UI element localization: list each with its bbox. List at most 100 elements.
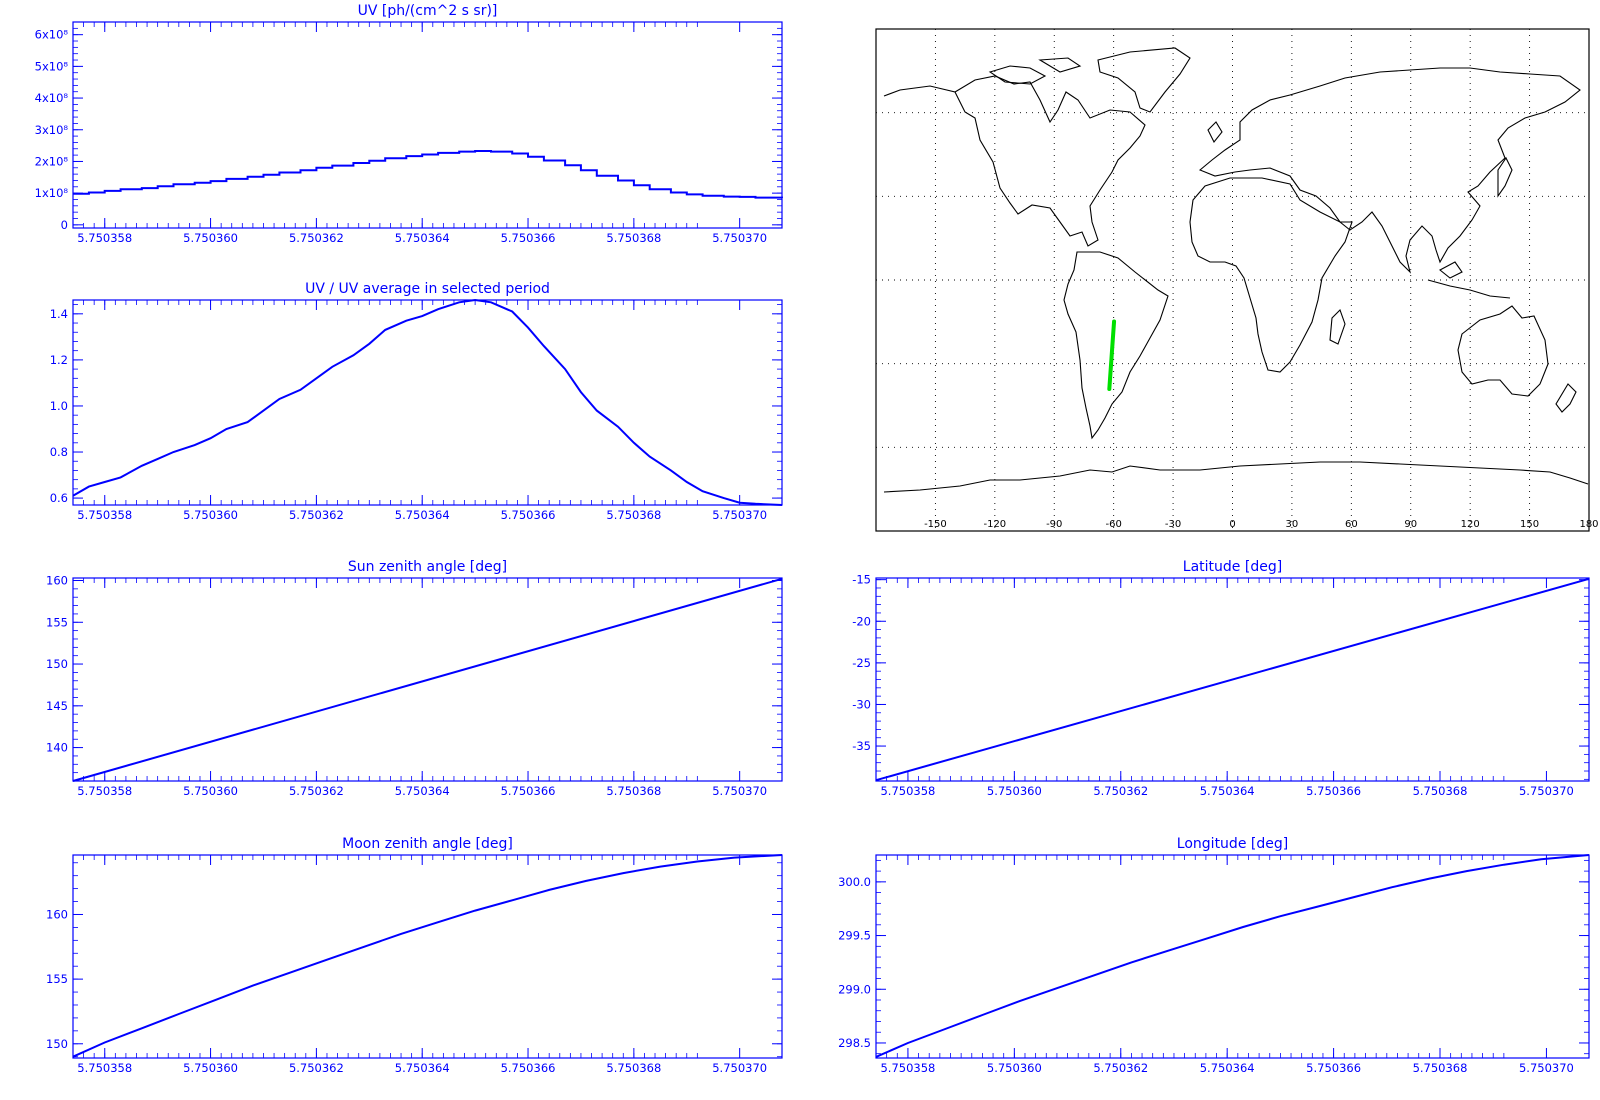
x-tick-label: 5.750370	[712, 508, 767, 522]
map-lon-tick-label: 30	[1286, 519, 1299, 530]
axis-frame-sza	[72, 577, 783, 782]
axis-frame-lon	[875, 854, 1590, 1059]
coast-greenland	[1097, 47, 1191, 113]
x-tick-label: 5.750370	[1519, 1061, 1574, 1075]
y-tick-label: 160	[46, 907, 68, 921]
chart-title-sun-zenith: Sun zenith angle [deg]	[348, 559, 507, 575]
y-tick-label: 299.0	[838, 982, 871, 996]
map-lon-tick-label: 0	[1229, 519, 1235, 530]
x-tick-label: 5.750366	[501, 1061, 556, 1075]
map-lon-tick-label: -60	[1105, 519, 1121, 530]
coast-japan	[1497, 156, 1513, 198]
chart-sun-zenith: Sun zenith angle [deg] 5.750358 5.750360 5…	[46, 559, 783, 798]
y-tick-label: 140	[46, 741, 68, 755]
x-tick-label: 5.750364	[395, 231, 450, 245]
series-line-uvratio	[72, 298, 783, 506]
coast-australia	[1457, 305, 1549, 397]
x-tick-label: 5.750364	[395, 508, 450, 522]
series-line-sza	[72, 577, 783, 782]
map-lon-tick-label: 120	[1461, 519, 1480, 530]
x-tick-label: 5.750368	[606, 1061, 661, 1075]
x-tick-label: 5.750362	[289, 1061, 344, 1075]
map-lon-tick-label: -30	[1165, 519, 1181, 530]
map-coastlines	[883, 47, 1589, 493]
coast-arctic-islands	[988, 57, 1082, 85]
map-lon-tick-label: 60	[1345, 519, 1358, 530]
y-tick-label: 150	[46, 1037, 68, 1051]
y-tick-label: 298.5	[838, 1036, 871, 1050]
x-tick-label: 5.750358	[77, 231, 132, 245]
y-tick-label: 4x10⁸	[35, 91, 69, 105]
satellite-ground-track	[1107, 319, 1117, 392]
coast-indonesia	[1427, 261, 1511, 299]
coast-antarctica	[883, 461, 1589, 493]
x-tick-label: 5.750360	[183, 1061, 238, 1075]
y-tick-label: -25	[852, 656, 871, 670]
series-line-lon	[875, 854, 1590, 1058]
x-tick-label: 5.750366	[501, 231, 556, 245]
y-tick-label: -15	[852, 573, 871, 587]
y-tick-label: 1.0	[50, 399, 68, 413]
x-tick-label: 5.750366	[501, 508, 556, 522]
y-tick-label: 299.5	[838, 929, 871, 943]
x-tick-label: 5.750364	[395, 784, 450, 798]
x-tick-label: 5.750366	[1306, 1061, 1361, 1075]
y-tick-label: -20	[852, 614, 871, 628]
coast-new-zealand	[1555, 383, 1577, 413]
x-tick-label: 5.750364	[1200, 784, 1255, 798]
y-tick-label: 6x10⁸	[35, 28, 69, 42]
x-tick-label: 5.750362	[289, 231, 344, 245]
map-lon-tick-label: 150	[1520, 519, 1539, 530]
y-tick-label: 155	[46, 972, 68, 986]
x-tick-label: 5.750368	[606, 784, 661, 798]
x-tick-label: 5.750368	[606, 508, 661, 522]
y-tick-label: 1.2	[50, 353, 68, 367]
x-tick-label: 5.750358	[77, 508, 132, 522]
series-line-uv	[73, 150, 783, 199]
chart-title-longitude: Longitude [deg]	[1177, 836, 1288, 852]
x-tick-label: 5.750366	[1306, 784, 1361, 798]
y-tick-label: -30	[852, 697, 871, 711]
x-tick-label: 5.750360	[987, 1061, 1042, 1075]
x-tick-label: 5.750366	[501, 784, 556, 798]
chart-uv-ratio: UV / UV average in selected period 5.750…	[50, 281, 783, 522]
x-tick-label: 5.750368	[606, 231, 661, 245]
x-tick-label: 5.750358	[880, 784, 935, 798]
y-tick-label: 300.0	[838, 875, 871, 889]
x-tick-label: 5.750358	[77, 1061, 132, 1075]
map-lon-tick-label: 180	[1579, 519, 1598, 530]
coast-british-isles	[1207, 121, 1223, 144]
chart-title-latitude: Latitude [deg]	[1183, 559, 1282, 575]
x-tick-label: 5.750360	[183, 784, 238, 798]
y-tick-label: 0.8	[50, 445, 68, 459]
map-lon-tick-label: -150	[924, 519, 947, 530]
chart-latitude: Latitude [deg] 5.750358 5.750360 5.750362 5…	[852, 559, 1590, 798]
coast-madagascar	[1329, 308, 1346, 345]
y-tick-label: 160	[46, 574, 68, 588]
coast-eurasia	[1198, 67, 1581, 274]
y-tick-label: 0.6	[50, 491, 68, 505]
y-tick-label: 0	[61, 218, 68, 232]
y-tick-label: 150	[46, 657, 68, 671]
y-tick-label: 1x10⁸	[35, 186, 69, 200]
x-tick-label: 5.750368	[1413, 1061, 1468, 1075]
chart-longitude: Longitude [deg] 5.750358 5.750360 5.750362…	[838, 836, 1590, 1075]
x-tick-label: 5.750362	[289, 784, 344, 798]
x-tick-label: 5.750362	[1093, 1061, 1148, 1075]
y-tick-label: 3x10⁸	[35, 123, 69, 137]
chart-moon-zenith: Moon zenith angle [deg] 5.750358 5.750360…	[46, 836, 783, 1075]
axis-frame-uv	[72, 21, 783, 229]
y-tick-label: 145	[46, 699, 68, 713]
map-lon-tick-label: -90	[1046, 519, 1062, 530]
series-line-lat	[875, 577, 1590, 782]
chart-title-moon-zenith: Moon zenith angle [deg]	[342, 836, 513, 852]
y-tick-label: 5x10⁸	[35, 59, 69, 73]
x-tick-label: 5.750358	[880, 1061, 935, 1075]
series-line-mza	[72, 854, 783, 1058]
x-tick-label: 5.750360	[987, 784, 1042, 798]
x-tick-label: 5.750368	[1413, 784, 1468, 798]
chart-uv: UV [ph/(cm^2 s sr)] 5.750358 5.750360 5.75…	[35, 3, 783, 245]
x-tick-label: 5.750370	[712, 231, 767, 245]
x-tick-label: 5.750370	[1519, 784, 1574, 798]
